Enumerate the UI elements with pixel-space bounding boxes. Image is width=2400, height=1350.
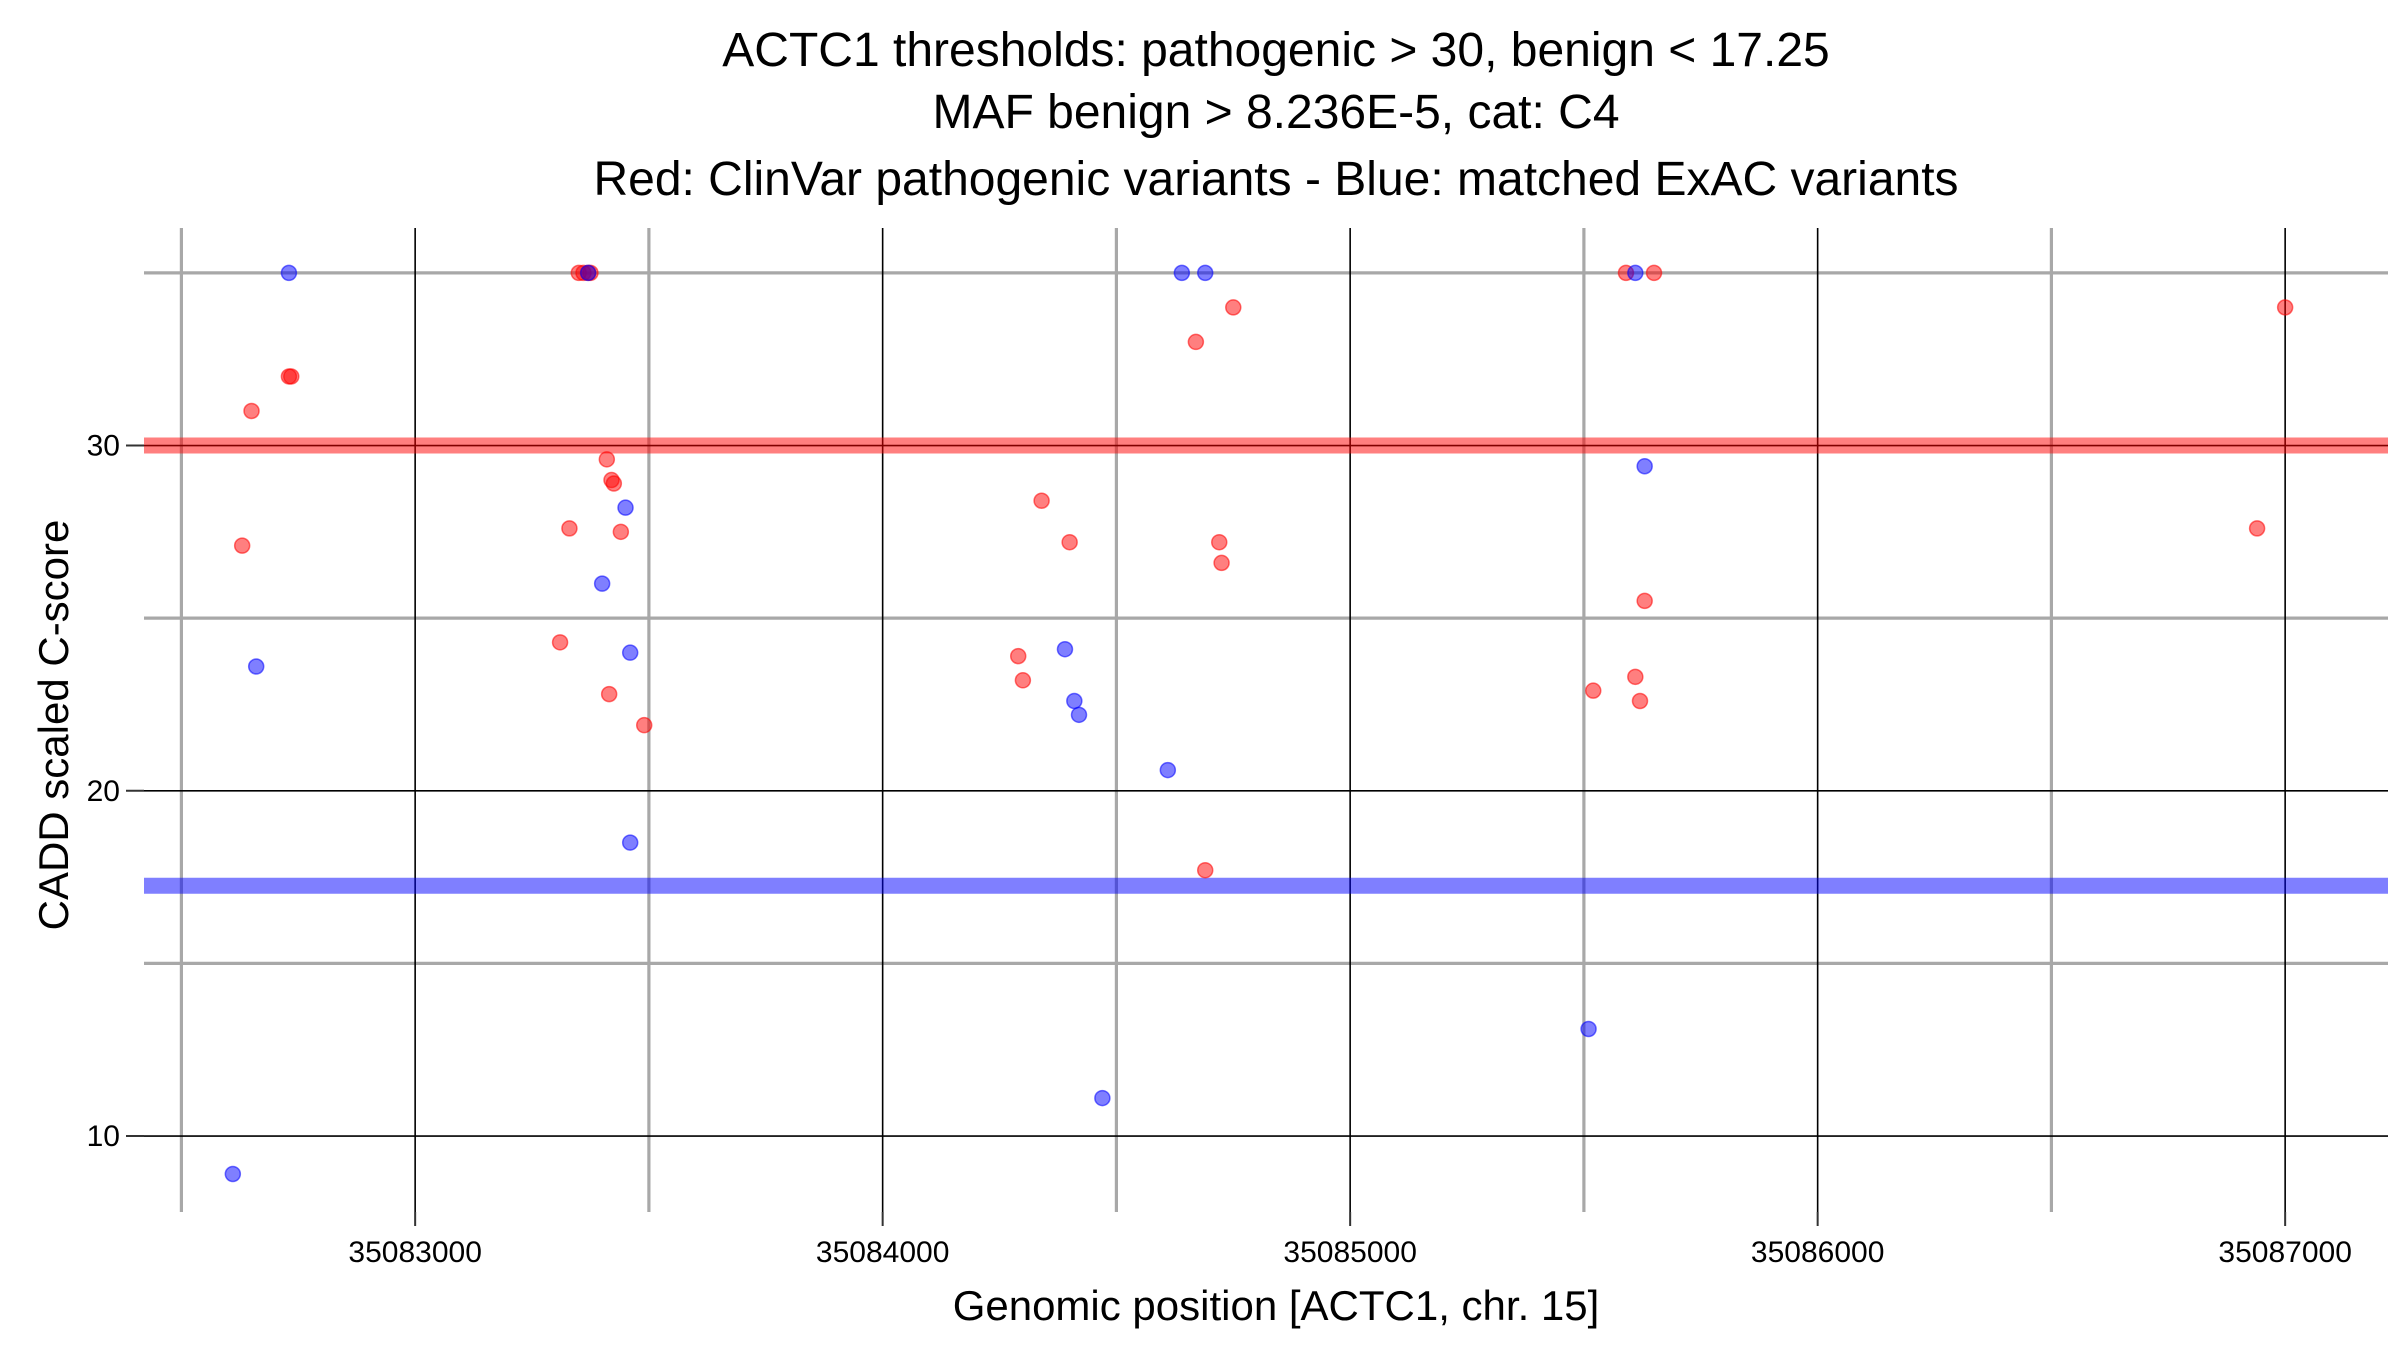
exac-point-11	[1066, 692, 1083, 710]
y-tick-label-1: 20	[87, 775, 120, 808]
clinvar-point-11	[561, 520, 578, 537]
exac-point-10	[1056, 640, 1074, 658]
exac-point-1	[247, 658, 265, 675]
clinvar-point-18	[1009, 647, 1027, 665]
y-tick-label-0: 10	[87, 1120, 120, 1153]
y-axis-ticks: 10 20 30	[87, 430, 144, 1153]
clinvar-point-13	[551, 634, 569, 651]
exac-point-7	[621, 834, 639, 851]
clinvar-point-15	[635, 716, 653, 734]
x-axis-ticks: 35083000 35084000 35085000 35086000 35087000	[348, 1212, 2352, 1269]
clinvar-point-30	[1636, 592, 1653, 610]
clinvar-point-19	[1014, 672, 1032, 689]
exac-point-15	[1627, 264, 1644, 282]
clinvar-point-20	[1187, 333, 1205, 351]
clinvar-point-12	[612, 523, 630, 541]
clinvar-point-22	[1211, 533, 1228, 551]
clinvar-point-32	[2248, 520, 2266, 537]
x-tick-label-2: 35085000	[1283, 1236, 1416, 1269]
clinvar-point-26	[1645, 264, 1663, 282]
exac-point-4	[617, 499, 634, 516]
clinvar-point-23	[1213, 554, 1230, 572]
exac-point-6	[621, 644, 639, 661]
clinvar-point-16	[1033, 492, 1050, 510]
chart-title-line-3: Red: ClinVar pathogenic variants - Blue:…	[593, 153, 1958, 206]
clinvar-point-2	[283, 368, 300, 385]
exac-point-5	[593, 575, 611, 592]
x-tick-label-1: 35084000	[816, 1236, 949, 1269]
x-tick-label-0: 35083000	[348, 1236, 481, 1269]
threshold-lines	[144, 437, 2388, 894]
exac-point-3	[579, 264, 597, 282]
exac-point-8	[1173, 264, 1191, 282]
exac-point-13	[1159, 761, 1177, 779]
exac-point-12	[1070, 706, 1088, 724]
y-tick-label-2: 30	[87, 430, 120, 463]
data-points	[224, 264, 2294, 1183]
clinvar-point-31	[2276, 299, 2294, 316]
exac-point-17	[1580, 1020, 1597, 1038]
chart-title-line-1: ACTC1 thresholds: pathogenic > 30, benig…	[722, 24, 1829, 77]
clinvar-point-29	[1585, 682, 1602, 699]
clinvar-point-27	[1627, 668, 1644, 686]
clinvar-point-0	[243, 402, 260, 420]
clinvar-point-10	[605, 475, 623, 492]
x-axis-title: Genomic position [ACTC1, chr. 15]	[953, 1282, 1600, 1329]
exac-point-9	[1196, 264, 1214, 282]
clinvar-point-14	[600, 685, 618, 703]
clinvar-point-21	[1225, 299, 1242, 316]
x-tick-label-4: 35087000	[2218, 1236, 2351, 1269]
chart-title-line-2: MAF benign > 8.236E-5, cat: C4	[932, 86, 1619, 139]
exac-point-0	[280, 264, 298, 282]
x-tick-label-3: 35086000	[1751, 1236, 1884, 1269]
clinvar-point-8	[598, 451, 616, 468]
exac-point-2	[224, 1165, 242, 1183]
clinvar-point-24	[1196, 861, 1214, 879]
clinvar-point-28	[1631, 692, 1649, 710]
grid-lines	[144, 228, 2388, 1212]
y-axis-title: CADD scaled C-score	[30, 520, 77, 931]
exac-point-16	[1636, 457, 1653, 475]
clinvar-point-3	[233, 537, 251, 554]
clinvar-point-17	[1061, 533, 1078, 551]
exac-point-14	[1094, 1089, 1111, 1107]
